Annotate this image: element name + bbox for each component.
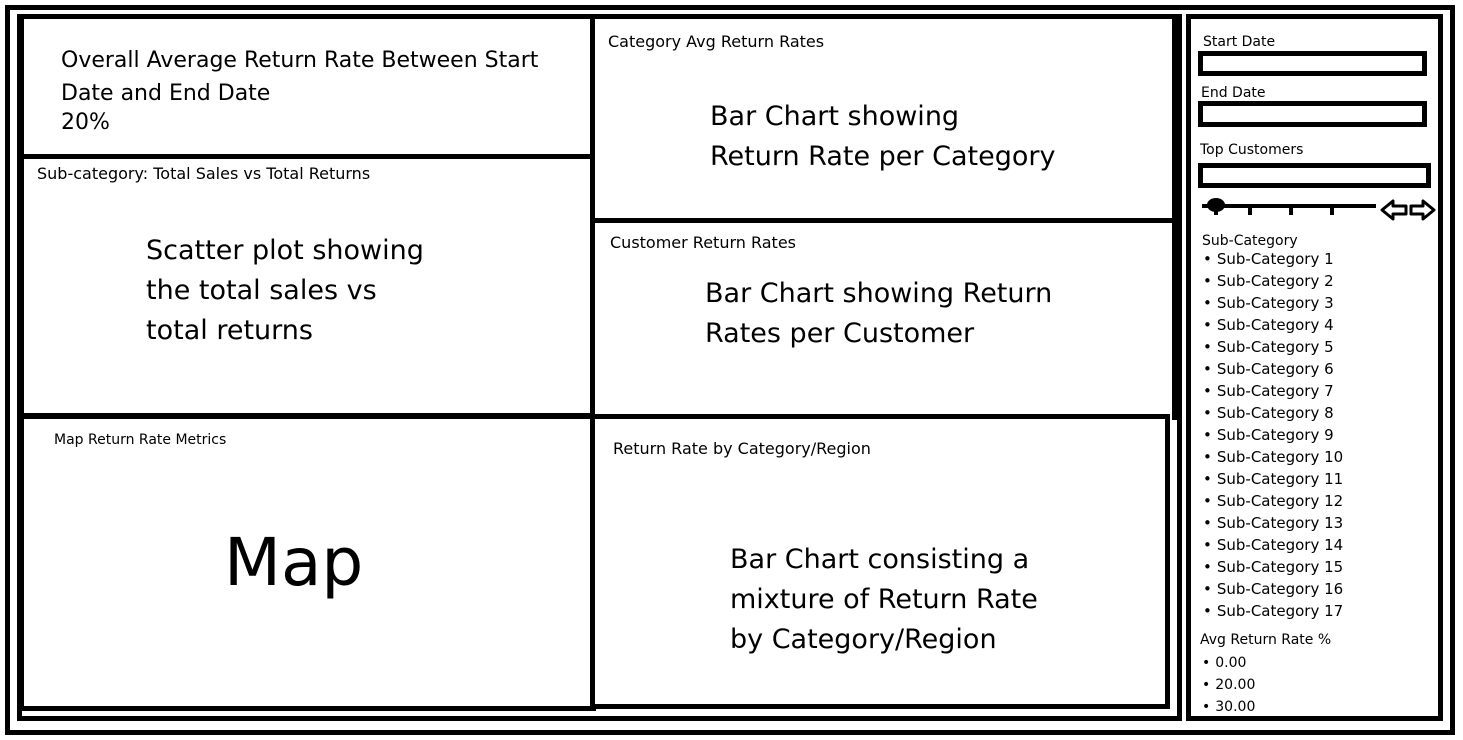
avg-return-list: 0.0020.0030.00 xyxy=(1202,652,1255,718)
slider-thumb[interactable] xyxy=(1207,198,1225,215)
subcategory-item[interactable]: Sub-Category 10 xyxy=(1203,446,1343,468)
category-avg-placeholder: Bar Chart showing Return Rate per Catego… xyxy=(710,101,1056,172)
end-date-label: End Date xyxy=(1201,85,1266,101)
top-customers-label: Top Customers xyxy=(1200,142,1304,158)
avg-return-item[interactable]: 20.00 xyxy=(1202,674,1255,696)
region-placeholder: Bar Chart consisting a mixture of Return… xyxy=(730,544,1038,655)
avg-return-label: Avg Return Rate % xyxy=(1200,632,1332,648)
top-customers-slider[interactable] xyxy=(1198,196,1438,224)
subcategory-label: Sub-Category xyxy=(1202,233,1298,249)
scatter-placeholder: Scatter plot showing the total sales vs … xyxy=(146,235,424,346)
customer-title: Customer Return Rates xyxy=(610,233,797,252)
map-placeholder: Map xyxy=(224,524,364,601)
subcategory-item[interactable]: Sub-Category 12 xyxy=(1203,490,1343,512)
subcategory-item[interactable]: Sub-Category 7 xyxy=(1203,380,1343,402)
subcategory-item[interactable]: Sub-Category 4 xyxy=(1203,314,1343,336)
customer-panel xyxy=(590,218,1177,420)
end-date-input[interactable] xyxy=(1198,101,1427,127)
subcategory-item[interactable]: Sub-Category 6 xyxy=(1203,358,1343,380)
subcategory-item[interactable]: Sub-Category 8 xyxy=(1203,402,1343,424)
arrow-right-icon[interactable] xyxy=(1409,199,1436,221)
avg-return-item[interactable]: 30.00 xyxy=(1202,696,1255,718)
kpi-value: 20% xyxy=(61,110,110,135)
map-title: Map Return Rate Metrics xyxy=(54,432,227,448)
region-panel xyxy=(590,414,1170,709)
subcategory-list: Sub-Category 1Sub-Category 2Sub-Category… xyxy=(1203,248,1343,622)
subcategory-item[interactable]: Sub-Category 9 xyxy=(1203,424,1343,446)
subcategory-item[interactable]: Sub-Category 13 xyxy=(1203,512,1343,534)
subcategory-item[interactable]: Sub-Category 17 xyxy=(1203,600,1343,622)
category-avg-panel xyxy=(590,14,1177,223)
map-panel xyxy=(19,414,596,711)
subcategory-item[interactable]: Sub-Category 15 xyxy=(1203,556,1343,578)
region-title: Return Rate by Category/Region xyxy=(613,439,871,458)
subcategory-item[interactable]: Sub-Category 5 xyxy=(1203,336,1343,358)
avg-return-item[interactable]: 0.00 xyxy=(1202,652,1255,674)
subcategory-item[interactable]: Sub-Category 14 xyxy=(1203,534,1343,556)
kpi-title: Overall Average Return Rate Between Star… xyxy=(61,48,539,106)
top-customers-input[interactable] xyxy=(1198,163,1431,188)
subcategory-item[interactable]: Sub-Category 11 xyxy=(1203,468,1343,490)
subcategory-item[interactable]: Sub-Category 2 xyxy=(1203,270,1343,292)
start-date-label: Start Date xyxy=(1203,34,1276,50)
customer-placeholder: Bar Chart showing Return Rates per Custo… xyxy=(705,278,1053,349)
start-date-input[interactable] xyxy=(1198,51,1427,76)
category-avg-title: Category Avg Return Rates xyxy=(608,32,825,51)
subcategory-item[interactable]: Sub-Category 16 xyxy=(1203,578,1343,600)
arrow-left-icon[interactable] xyxy=(1380,199,1408,221)
subcategory-item[interactable]: Sub-Category 3 xyxy=(1203,292,1343,314)
scatter-title: Sub-category: Total Sales vs Total Retur… xyxy=(37,164,371,183)
subcategory-item[interactable]: Sub-Category 1 xyxy=(1203,248,1343,270)
